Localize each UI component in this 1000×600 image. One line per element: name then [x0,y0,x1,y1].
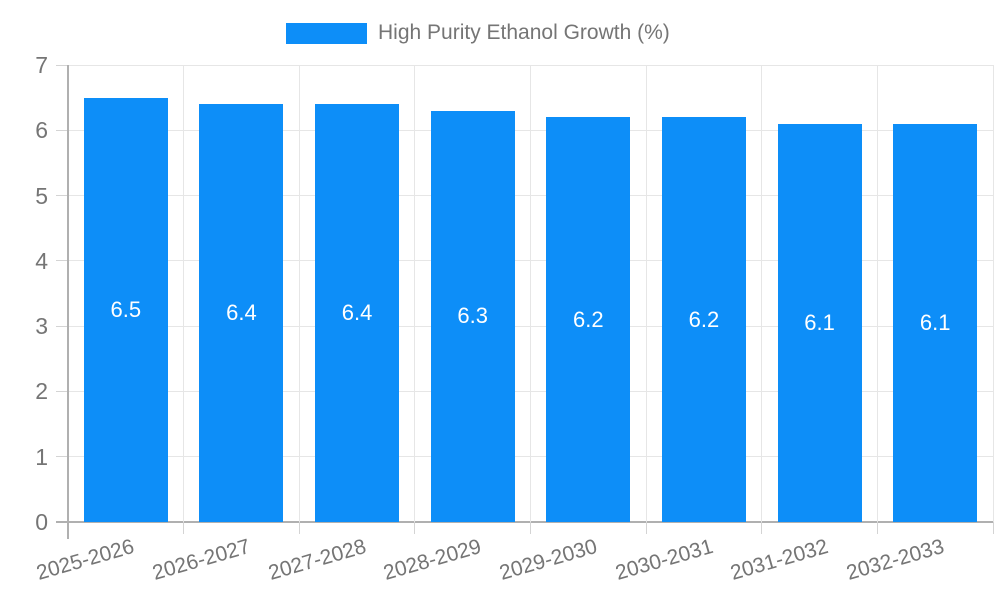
legend-label: High Purity Ethanol Growth (%) [378,21,670,44]
y-tick-label: 7 [35,52,48,78]
gridline-vertical [183,65,185,522]
bar[interactable]: 6.1 [777,123,862,522]
y-axis-tick [56,195,68,197]
bar-value-label: 6.4 [341,300,373,326]
chart-legend[interactable]: High Purity Ethanol Growth (%) [286,22,670,44]
y-axis-tick [56,325,68,327]
x-tick-label: 2027-2028 [265,535,369,585]
x-axis-tick [992,522,994,534]
bar[interactable]: 6.3 [430,110,515,522]
x-axis-tick [645,522,647,534]
y-tick-label: 5 [35,182,48,209]
bar[interactable]: 6.4 [199,104,284,522]
bar-value-label: 6.3 [457,303,488,329]
x-tick-label: 2026-2027 [149,535,253,585]
x-tick-label: 2029-2030 [496,535,600,585]
gridline-vertical [645,65,647,522]
y-tick-label: 4 [35,247,48,274]
gridline-vertical [761,65,763,522]
y-tick-label: 1 [35,443,48,470]
bar[interactable]: 6.2 [661,117,746,522]
y-axis-tick [56,129,68,131]
x-axis-tick [876,522,878,534]
bar-value-label: 6.4 [226,300,257,326]
y-axis-tick [56,64,68,66]
y-tick-label: 2 [35,378,48,405]
x-tick-label: 2032-2033 [843,535,947,585]
y-tick-label: 6 [35,117,48,144]
bar[interactable]: 6.1 [893,123,978,522]
y-tick-label: 0 [35,509,48,535]
gridline-vertical [992,65,994,522]
x-axis-tick [761,522,763,534]
gridline-vertical [530,65,531,522]
bar-value-label: 6.2 [573,306,604,332]
bar-value-label: 6.1 [804,309,835,335]
bar-value-label: 6.1 [919,309,951,335]
gridline-vertical [67,65,69,522]
bar[interactable]: 6.2 [546,117,631,522]
bar-value-label: 6.2 [688,306,720,332]
x-tick-label: 2025-2026 [34,535,138,585]
gridline-vertical [414,65,416,522]
y-axis-tick [56,260,68,262]
y-axis-tick [56,456,68,458]
x-axis-tick [530,522,531,534]
x-axis-tick [67,522,69,539]
x-tick-label: 2028-2029 [381,535,485,585]
x-axis-tick [298,522,300,534]
x-axis-tick [183,522,185,534]
y-axis-tick [56,521,68,523]
bar[interactable]: 6.5 [83,97,168,522]
legend-swatch [286,22,367,44]
bar[interactable]: 6.4 [315,104,400,522]
y-axis-tick [56,390,68,392]
gridline-vertical [298,65,300,522]
x-tick-label: 2031-2032 [728,535,831,585]
gridline-vertical [876,65,878,522]
bar-value-label: 6.5 [110,296,142,322]
y-tick-label: 3 [35,313,48,340]
x-tick-label: 2030-2031 [612,535,716,585]
x-axis-tick [414,522,416,534]
